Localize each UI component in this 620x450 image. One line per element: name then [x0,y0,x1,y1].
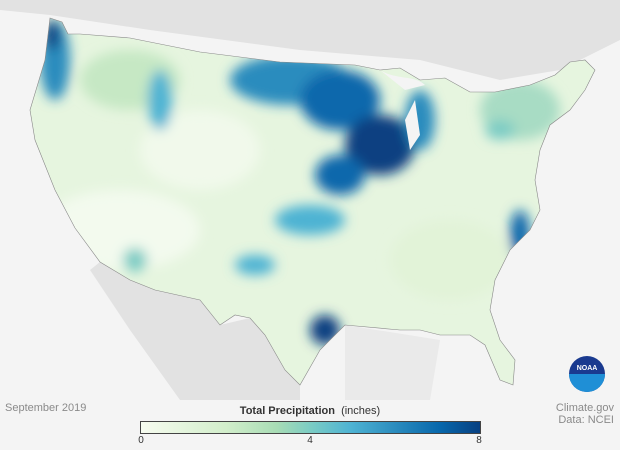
legend-title: Total Precipitation (inches) [140,405,480,417]
credit-source: Data: NCEI [558,414,614,426]
gulf [345,325,440,400]
credit-site: Climate.gov [555,402,614,414]
legend-units: (inches) [341,405,381,417]
legend-colorbar [140,421,481,434]
lake-michigan [405,100,420,150]
mexico [90,262,300,400]
legend-title-text: Total Precipitation [239,405,335,417]
precipitation-field [40,20,560,345]
date-label: September 2019 [5,402,87,414]
great-lakes [380,70,425,90]
precipitation-map [0,0,620,400]
legend-tick-mid: 4 [307,435,313,446]
credit: Climate.gov Data: NCEI [556,402,614,426]
noaa-logo: NOAA [569,356,605,392]
legend-tick-max: 8 [476,435,482,446]
legend-tick-min: 0 [138,435,144,446]
canada [0,0,620,80]
